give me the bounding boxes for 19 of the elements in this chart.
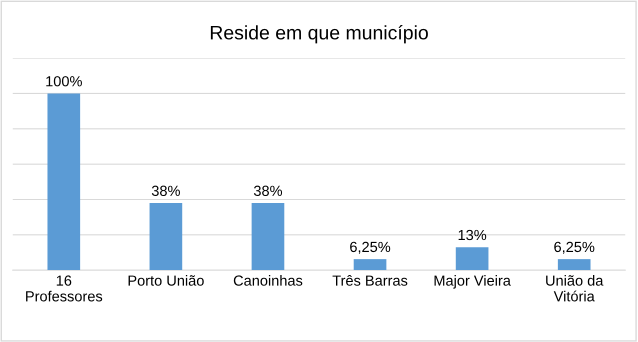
x-tick-label: Três Barras — [332, 274, 408, 286]
x-tick-label: 16 Professores — [26, 275, 102, 302]
data-label: 13% — [458, 230, 486, 240]
bar — [252, 203, 284, 270]
data-label: 6,25% — [350, 242, 390, 254]
data-label: 6,25% — [554, 242, 594, 254]
bar — [456, 247, 488, 270]
x-tick-label: União da Vitória — [546, 275, 604, 302]
bar — [47, 93, 80, 270]
bar — [150, 203, 182, 270]
data-label: 38% — [152, 186, 180, 196]
data-label: 38% — [254, 186, 282, 196]
data-label: 100% — [46, 76, 82, 86]
bar — [354, 259, 386, 270]
x-tick-label: Canoinhas — [234, 275, 302, 286]
x-tick-label: Major Vieira — [434, 275, 511, 289]
x-tick-label: Porto União — [128, 275, 204, 286]
chart-title: Reside em que município — [210, 25, 428, 44]
bar — [558, 259, 591, 270]
